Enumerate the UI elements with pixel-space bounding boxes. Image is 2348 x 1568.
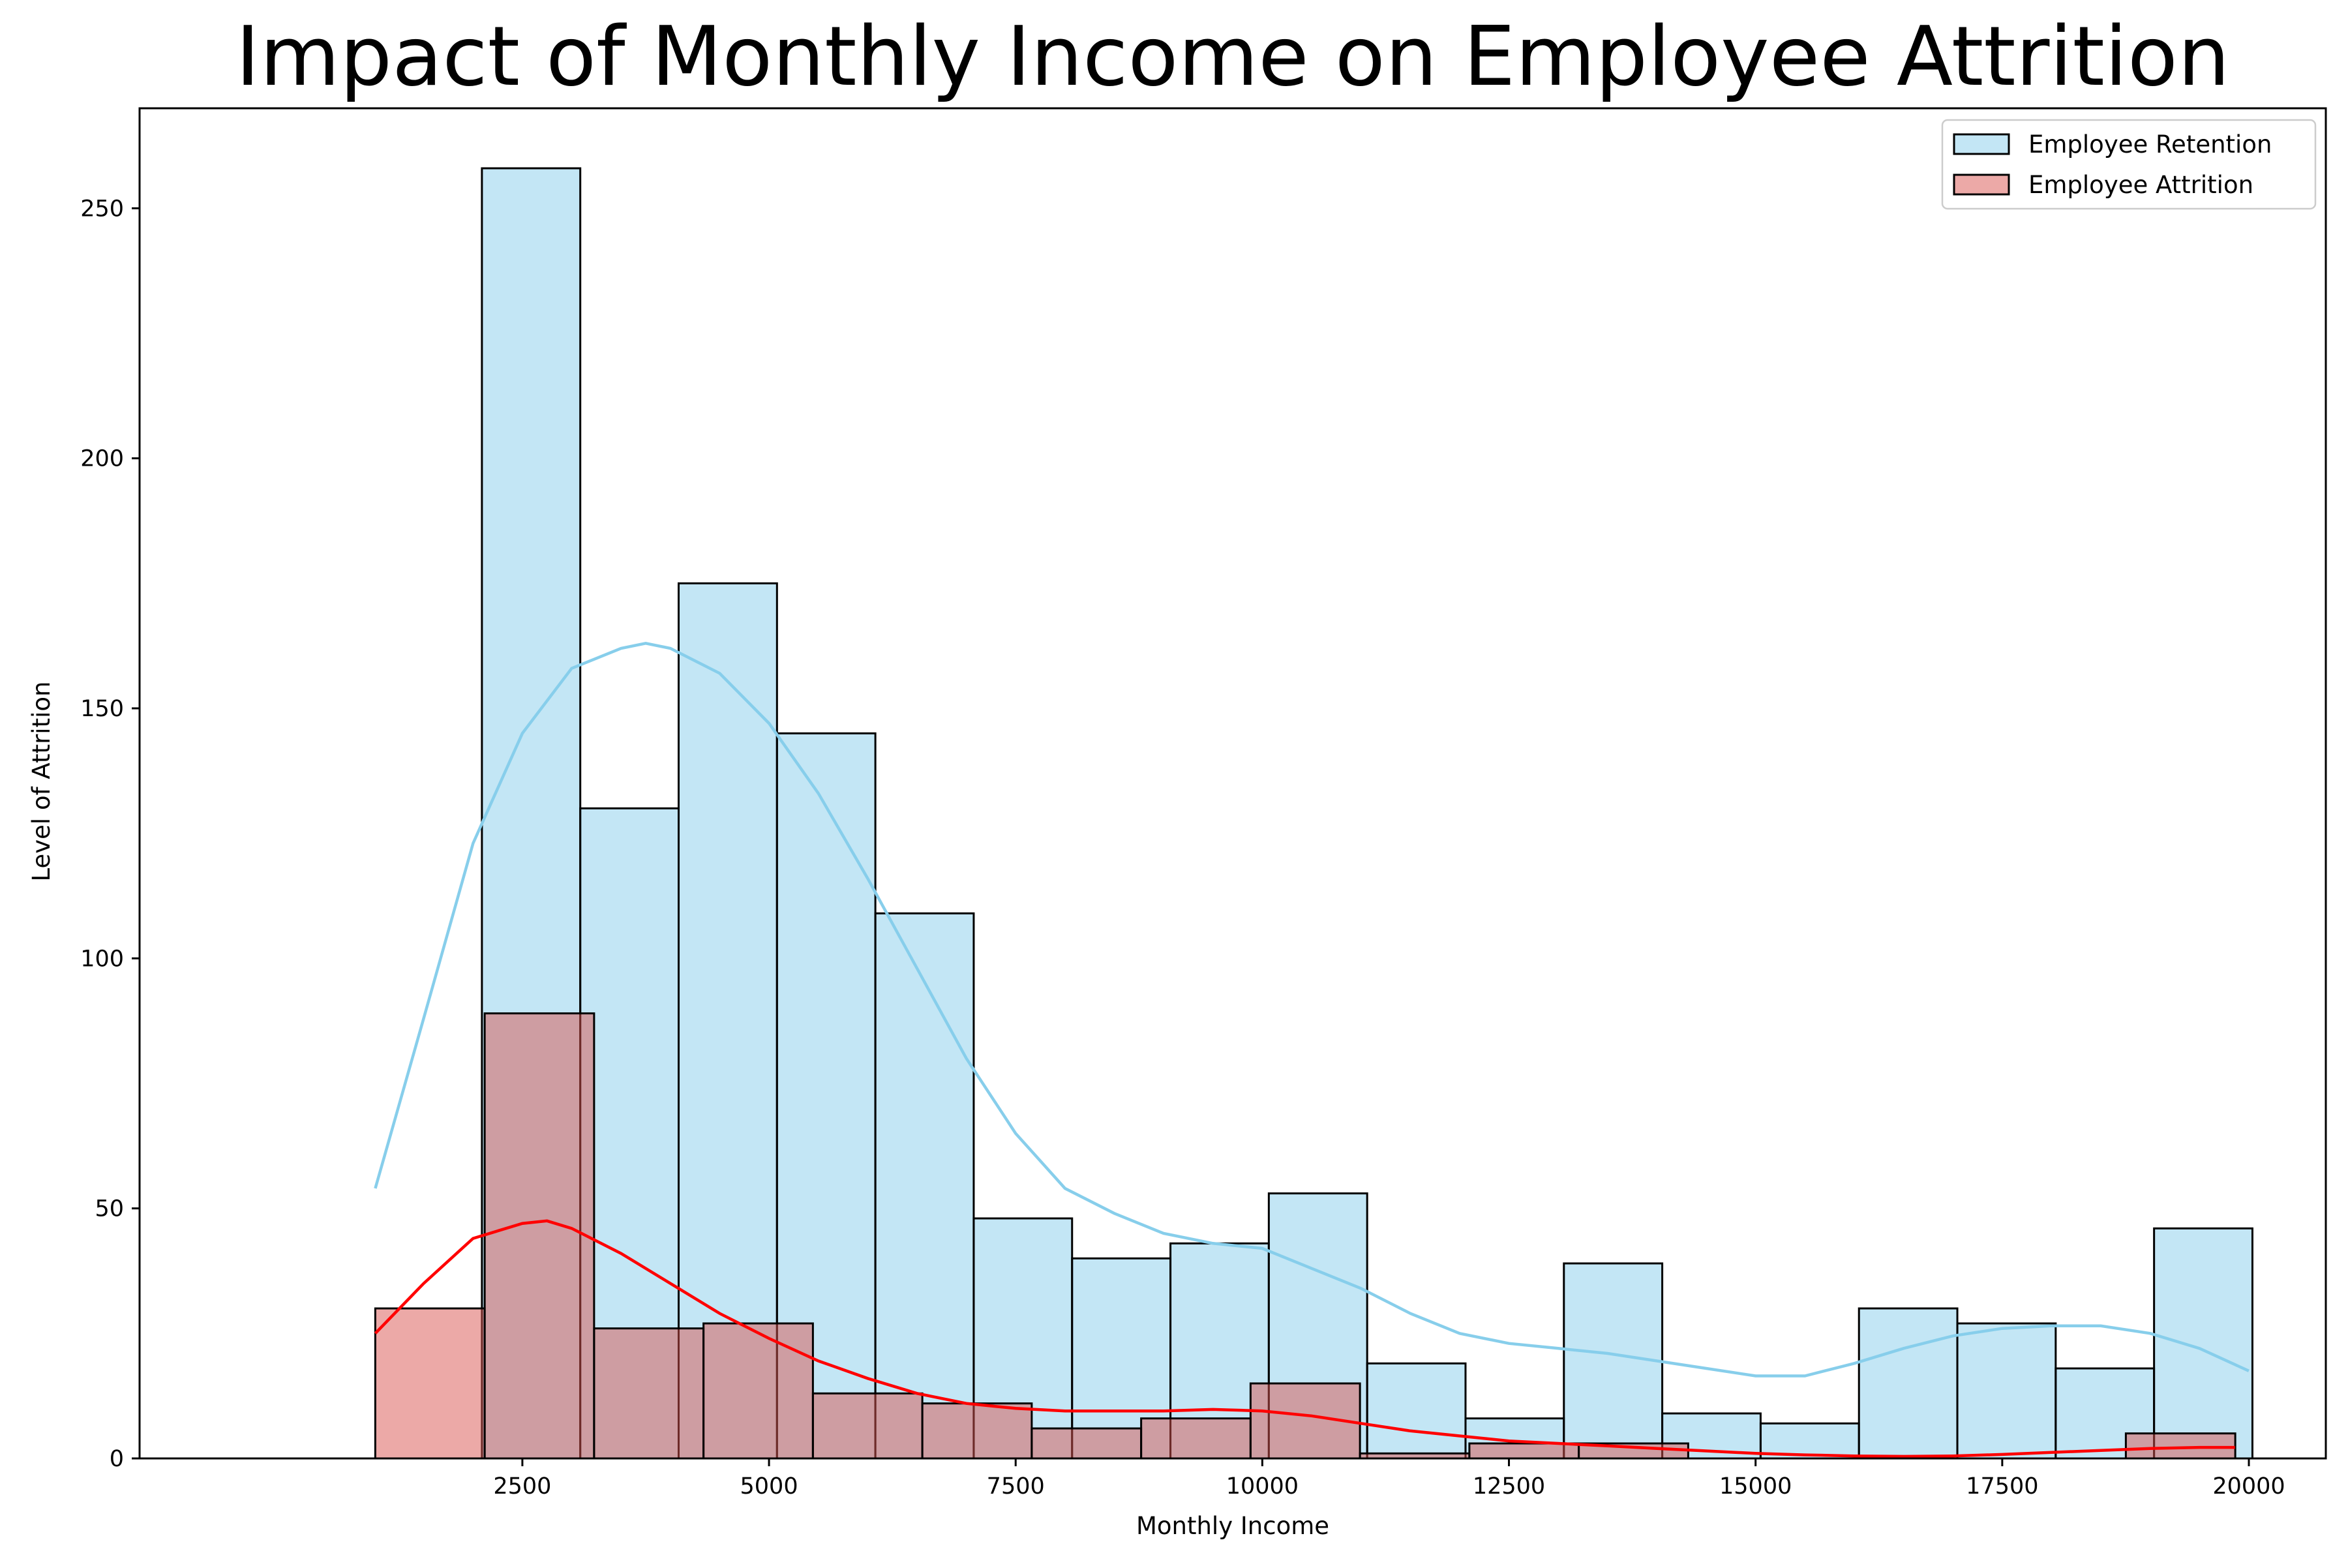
- x-tick-label: 2500: [493, 1473, 551, 1500]
- x-axis-label: Monthly Income: [1136, 1512, 1329, 1540]
- legend: Employee Retention Employee Attrition: [1941, 119, 2317, 210]
- employee-attrition-bar: [921, 1402, 1033, 1460]
- employee-attrition-bar: [483, 1012, 595, 1460]
- x-tick-label: 20000: [2212, 1473, 2285, 1500]
- employee-attrition-bar: [593, 1327, 705, 1460]
- x-tick-label: 15000: [1719, 1473, 1792, 1500]
- x-tick-label: 10000: [1226, 1473, 1299, 1500]
- employee-retention-bar: [1366, 1362, 1467, 1460]
- employee-retention-kde-line: [374, 642, 2250, 1378]
- employee-retention-legend-label: Employee Retention: [2028, 130, 2272, 158]
- employee-retention-bar: [1956, 1322, 2057, 1460]
- kde-layer: [374, 642, 2250, 1458]
- employee-retention-bar: [874, 912, 975, 1460]
- employee-attrition-legend-label: Employee Attrition: [2028, 171, 2253, 199]
- employee-attrition-bar: [702, 1322, 814, 1460]
- y-tick-label: 150: [80, 696, 124, 722]
- y-tick-label: 0: [110, 1446, 124, 1472]
- employee-attrition-bar: [2124, 1432, 2236, 1460]
- x-tick-label: 12500: [1473, 1473, 1545, 1500]
- employee-attrition-kde-line: [374, 1219, 2235, 1458]
- employee-retention-bar: [1858, 1307, 1959, 1460]
- y-tick-label: 250: [80, 196, 124, 222]
- employee-attrition-legend-swatch: [1953, 173, 2010, 196]
- y-tick-label: 100: [80, 946, 124, 972]
- employee-retention-bar: [1563, 1262, 1664, 1460]
- legend-box: [1941, 119, 2317, 210]
- y-tick-label: 50: [95, 1196, 124, 1222]
- employee-retention-bar: [2153, 1227, 2253, 1460]
- employee-attrition-bar: [1468, 1442, 1580, 1460]
- x-tick-label: 17500: [1966, 1473, 2038, 1500]
- chart-title: Impact of Monthly Income on Employee Att…: [235, 8, 2230, 104]
- bars-layer: [374, 167, 2253, 1460]
- employee-attrition-bar: [811, 1392, 924, 1460]
- employee-attrition-bar: [1031, 1427, 1143, 1460]
- x-tick-label: 7500: [987, 1473, 1045, 1500]
- y-axis-label: Level of Attrition: [27, 682, 55, 882]
- x-tick-label: 5000: [740, 1473, 798, 1500]
- plot-frame: [138, 107, 2327, 1460]
- employee-attrition-bar: [1140, 1417, 1252, 1460]
- employee-retention-legend-swatch: [1953, 133, 2010, 155]
- employee-attrition-bar: [374, 1307, 486, 1460]
- y-tick-label: 200: [80, 446, 124, 472]
- employee-retention-bar: [678, 582, 778, 1460]
- axes-layer: 2500 5000 7500 10000 12500 15000 17500 20000 0 50…: [80, 107, 2327, 1500]
